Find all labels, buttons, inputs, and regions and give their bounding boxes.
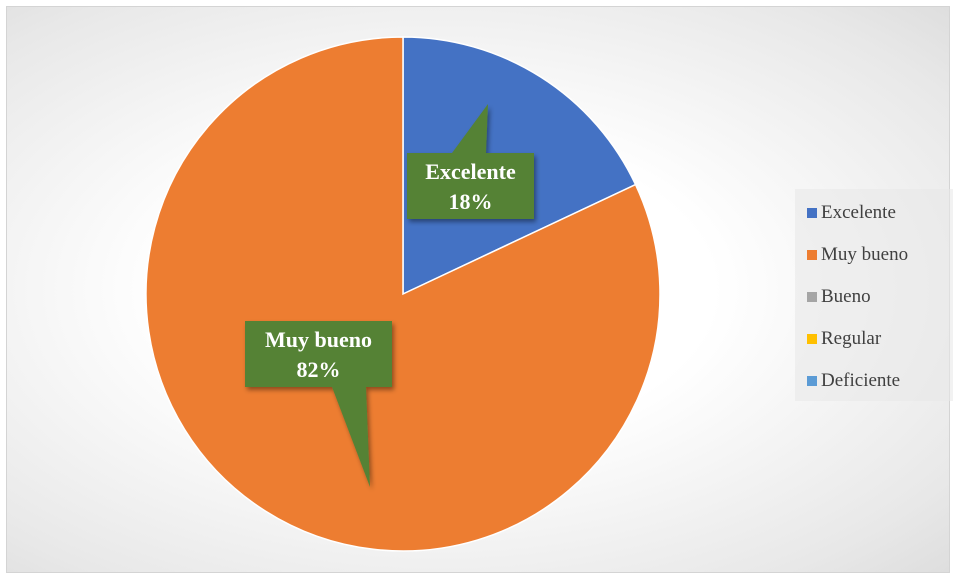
data-label-category: Muy bueno (265, 327, 372, 352)
data-label-box (407, 153, 534, 219)
legend-label-deficiente: Deficiente (821, 370, 901, 391)
data-label-percent: 82% (297, 357, 341, 382)
legend-item-muy-bueno: Muy bueno (807, 243, 908, 267)
legend-item-deficiente: Deficiente (807, 369, 900, 393)
data-label-muy-bueno (245, 321, 392, 487)
data-label-percent: 18% (449, 189, 493, 214)
data-label-box (245, 321, 392, 387)
legend-label-excelente: Excelente (821, 202, 896, 223)
legend-label-muy-bueno: Muy bueno (821, 244, 909, 265)
data-label-excelente (407, 104, 534, 219)
legend-item-bueno: Bueno (807, 285, 871, 309)
legend-item-excelente: Excelente (807, 201, 896, 225)
legend-swatch-muy-bueno (807, 250, 817, 260)
data-label-pointer (332, 387, 370, 487)
data-label-pointer (452, 104, 488, 153)
pie-slice-muy-bueno (145, 36, 661, 552)
legend-label-bueno: Bueno (821, 286, 871, 307)
legend-item-regular: Regular (807, 327, 881, 351)
legend-swatch-deficiente (807, 376, 817, 386)
legend-swatch-excelente (807, 208, 817, 218)
legend-swatch-bueno (807, 292, 817, 302)
data-label-category: Excelente (425, 159, 516, 184)
legend-swatch-regular (807, 334, 817, 344)
legend-label-regular: Regular (821, 328, 882, 349)
legend: Excelente Muy bueno Bueno Regular Defici… (795, 189, 953, 401)
